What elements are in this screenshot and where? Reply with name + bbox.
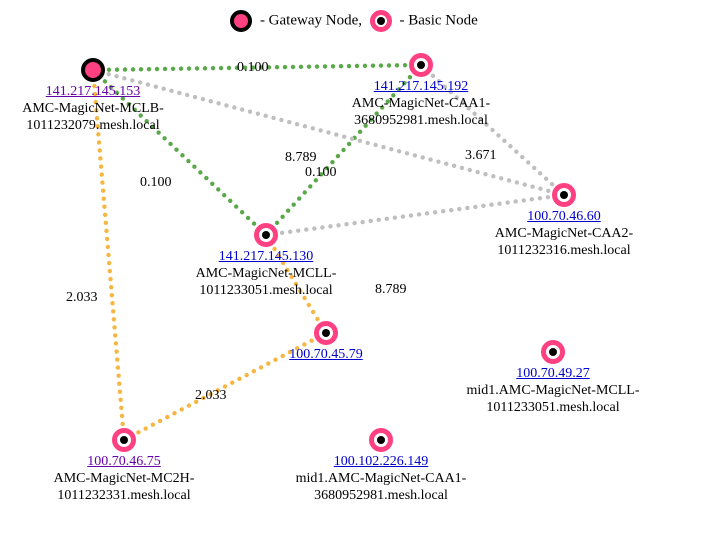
node-hostname: AMC-MagicNet-MC2H-1011232331.mesh.local	[19, 471, 229, 505]
node-hostname: mid1.AMC-MagicNet-CAA1-3680952981.mesh.l…	[276, 471, 486, 505]
mesh-node: 100.70.49.27mid1.AMC-MagicNet-MCLL-10112…	[448, 340, 658, 416]
node-ip-link[interactable]: 100.70.46.75	[19, 454, 229, 471]
node-hostname: AMC-MagicNet-MCLL-1011233051.mesh.local	[161, 266, 371, 300]
edge-weight: 0.100	[305, 165, 337, 181]
mesh-node: 100.102.226.149mid1.AMC-MagicNet-CAA1-36…	[276, 428, 486, 504]
mesh-node: 100.70.46.60AMC-MagicNet-CAA2-1011232316…	[459, 183, 669, 259]
gateway-node-icon	[81, 58, 105, 82]
node-ip-link[interactable]: 100.102.226.149	[276, 454, 486, 471]
node-ip-link[interactable]: 141.217.145.153	[0, 84, 198, 101]
mesh-node: 100.70.46.75AMC-MagicNet-MC2H-1011232331…	[19, 428, 229, 504]
edge-weight: 2.033	[66, 290, 98, 306]
edge-weight: 3.671	[465, 148, 497, 164]
basic-node-icon	[254, 223, 278, 247]
edge-weight: 0.100	[237, 60, 269, 76]
node-ip-link[interactable]: 141.217.145.130	[161, 249, 371, 266]
node-ip-link[interactable]: 141.217.145.192	[316, 79, 526, 96]
basic-node-icon	[409, 53, 433, 77]
node-ip-link[interactable]: 100.70.46.60	[459, 209, 669, 226]
mesh-node: 141.217.145.192AMC-MagicNet-CAA1-3680952…	[316, 53, 526, 129]
edge-weight: 0.100	[140, 175, 172, 191]
edge-weight: 8.789	[375, 282, 407, 298]
basic-node-icon	[369, 428, 393, 452]
basic-node-icon	[541, 340, 565, 364]
node-hostname: AMC-MagicNet-CAA2-1011232316.mesh.local	[459, 226, 669, 260]
basic-node-icon	[552, 183, 576, 207]
mesh-node: 141.217.145.153AMC-MagicNet-MCLB-1011232…	[0, 58, 198, 134]
mesh-node: 141.217.145.130AMC-MagicNet-MCLL-1011233…	[161, 223, 371, 299]
basic-node-icon	[112, 428, 136, 452]
edge-weight: 2.033	[195, 388, 227, 404]
node-ip-link[interactable]: 100.70.49.27	[448, 366, 658, 383]
basic-node-icon	[314, 321, 338, 345]
mesh-node: 100.70.45.79	[246, 321, 406, 364]
node-hostname: mid1.AMC-MagicNet-MCLL-1011233051.mesh.l…	[448, 383, 658, 417]
node-hostname: AMC-MagicNet-CAA1-3680952981.mesh.local	[316, 96, 526, 130]
node-hostname: AMC-MagicNet-MCLB-1011232079.mesh.local	[0, 101, 198, 135]
node-ip-link[interactable]: 100.70.45.79	[246, 347, 406, 364]
edge-weight: 8.789	[285, 150, 317, 166]
